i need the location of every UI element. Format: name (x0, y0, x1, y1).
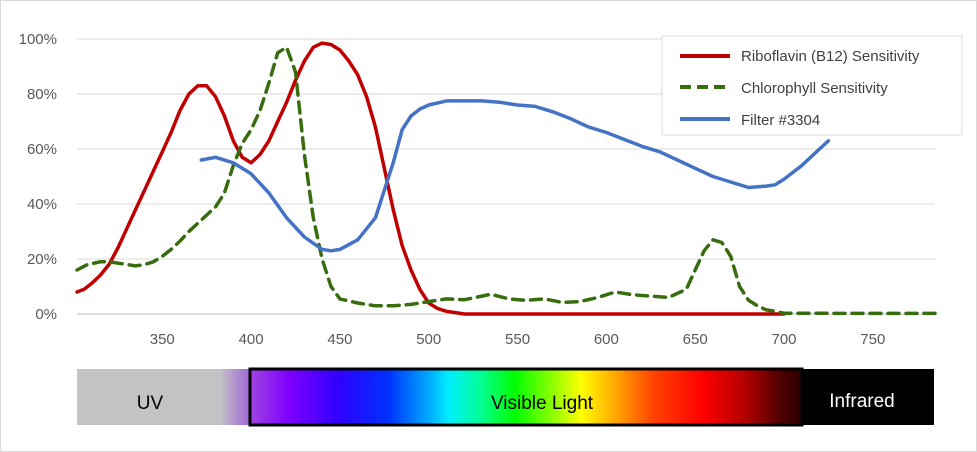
series-line-riboflavin (75, 41, 786, 316)
spectrum-bar: UV Visible Light Infrared (77, 367, 934, 427)
visible-band (248, 367, 804, 427)
legend-box (661, 35, 963, 136)
y-tick-labels: 0% 20% 40% 60% 80% 100% (19, 31, 57, 323)
x-tick-label-400: 400 (239, 331, 264, 348)
x-tick-label-450: 450 (327, 331, 352, 348)
x-tick-label-750: 750 (860, 331, 885, 348)
x-tick-label-550: 550 (505, 331, 530, 348)
series-lines (75, 41, 937, 316)
series-line-chlorophyll (75, 45, 937, 316)
x-tick-label-650: 650 (683, 331, 708, 348)
y-tick-label-80: 80% (27, 86, 57, 103)
y-tick-label-20: 20% (27, 251, 57, 268)
x-tick-labels: 350 400 450 500 550 600 650 700 750 (150, 331, 886, 348)
x-tick-label-700: 700 (771, 331, 796, 348)
legend: Riboflavin (B12) Sensitivity Chlorophyll… (661, 35, 963, 136)
legend-label-riboflavin: Riboflavin (B12) Sensitivity (741, 48, 920, 65)
infrared-label: Infrared (829, 391, 894, 412)
x-tick-label-600: 600 (594, 331, 619, 348)
uv-violet-fade (220, 369, 250, 425)
y-tick-label-100: 100% (19, 31, 57, 48)
uv-label: UV (137, 393, 164, 414)
y-tick-label-0: 0% (35, 306, 57, 323)
x-tick-label-500: 500 (416, 331, 441, 348)
y-tick-label-60: 60% (27, 141, 57, 158)
legend-label-filter: Filter #3304 (741, 112, 820, 129)
visible-light-label: Visible Light (491, 393, 594, 414)
y-tick-label-40: 40% (27, 196, 57, 213)
series-line-filter (199, 99, 831, 253)
infrared-band (800, 369, 934, 425)
x-tick-label-350: 350 (150, 331, 175, 348)
uv-band (77, 369, 247, 425)
legend-label-chlorophyll: Chlorophyll Sensitivity (741, 80, 888, 97)
